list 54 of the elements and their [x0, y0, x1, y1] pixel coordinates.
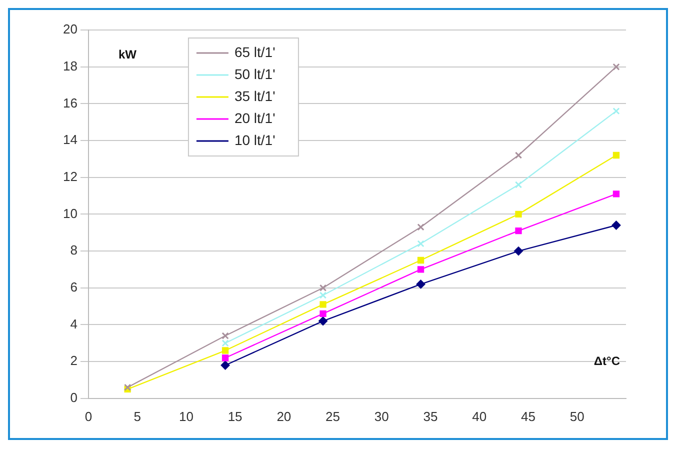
point [514, 246, 523, 256]
y-tick-label: 10 [62, 206, 78, 221]
point [515, 227, 522, 234]
x-tick-label: 15 [228, 408, 242, 424]
x-tick-label: 0 [84, 408, 92, 424]
point [417, 266, 424, 273]
point [320, 310, 326, 317]
point [417, 256, 424, 264]
x-tick-label: 20 [276, 408, 292, 424]
point [612, 190, 620, 198]
point [612, 63, 620, 70]
x-tick-label: 40 [472, 408, 487, 424]
legend-label: 10 lt/1' [234, 132, 276, 148]
x-tick-label: 50 [570, 408, 584, 424]
point [612, 220, 621, 230]
y-tick-label: 14 [62, 132, 78, 148]
x-tick-label: 30 [374, 408, 389, 424]
y-tick-label: 4 [70, 316, 78, 332]
x-tick-label: 35 [423, 408, 438, 424]
y-tick-label: 20 [62, 22, 78, 37]
point [320, 301, 326, 308]
annotation: kW [118, 47, 138, 62]
annotation: Δt°C [594, 354, 620, 368]
y-tick-label: 8 [70, 242, 78, 258]
point [222, 347, 229, 354]
point [222, 340, 229, 347]
y-tick-label: 0 [70, 390, 78, 405]
x-tick-label: 10 [178, 408, 194, 424]
y-tick-label: 18 [62, 58, 78, 74]
point [220, 360, 230, 370]
point [514, 181, 522, 188]
point [612, 152, 620, 159]
legend-label: 20 lt/1' [234, 110, 276, 126]
point [612, 107, 620, 115]
point [319, 284, 327, 292]
point [416, 280, 426, 289]
legend-label: 50 lt/1' [234, 66, 276, 82]
y-tick-label: 16 [62, 95, 78, 110]
point [222, 354, 229, 362]
point [515, 210, 522, 218]
point [222, 332, 229, 340]
x-tick-label: 45 [521, 408, 536, 424]
point [514, 152, 522, 159]
y-tick-label: 12 [62, 168, 78, 184]
x-tick-label: 5 [134, 408, 141, 424]
y-tick-label: 6 [70, 279, 78, 294]
point [318, 316, 328, 326]
point [417, 240, 424, 248]
point [319, 292, 327, 299]
y-tick-label: 2 [70, 353, 78, 368]
point [417, 224, 424, 231]
x-tick-label: 25 [326, 408, 340, 424]
legend-label: 65 lt/1' [234, 44, 276, 60]
legend-label: 35 lt/1' [234, 88, 276, 104]
